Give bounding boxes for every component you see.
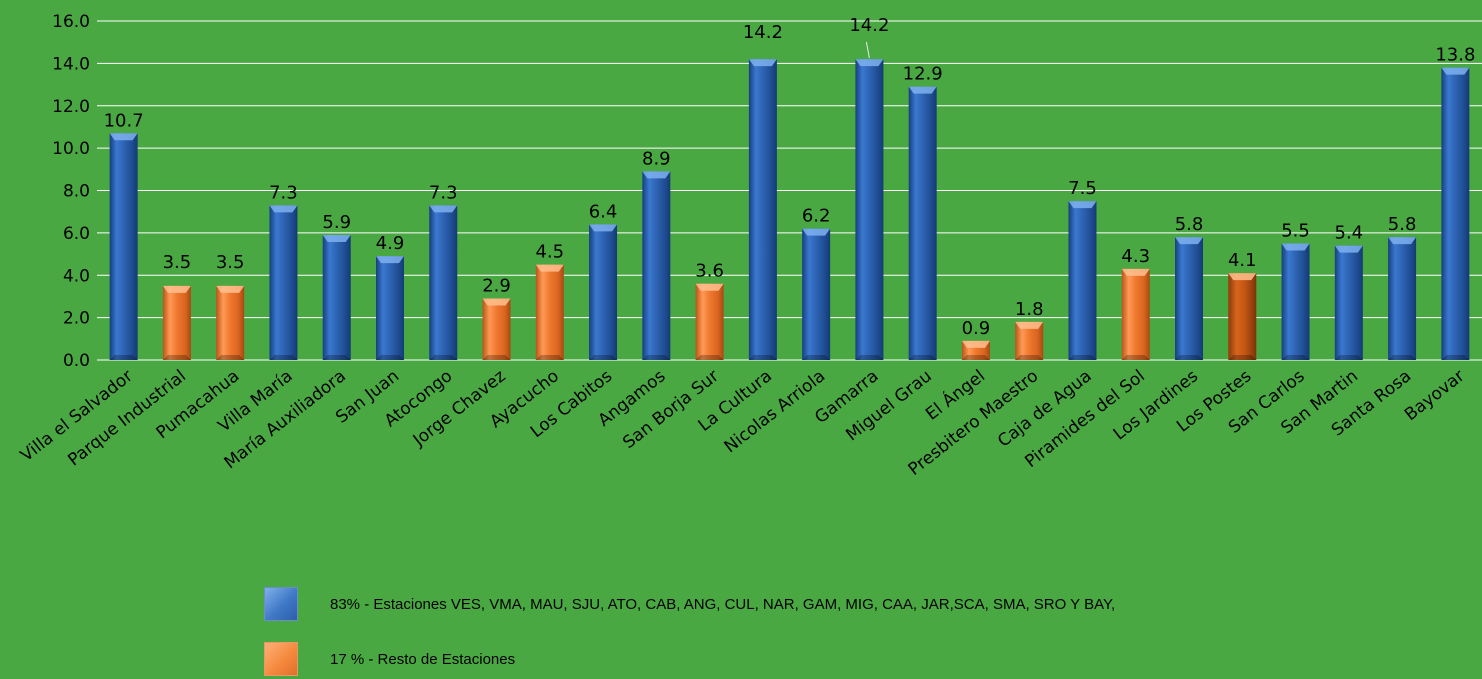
data-label: 14.2 — [849, 15, 889, 36]
data-label: 5.9 — [322, 212, 351, 233]
bar — [162, 285, 191, 360]
data-label: 4.1 — [1228, 250, 1257, 271]
y-tick-label: 16.0 — [52, 12, 90, 32]
bar — [1281, 243, 1310, 360]
bar — [482, 298, 511, 360]
gridlines — [97, 20, 1482, 361]
data-label: 5.5 — [1281, 220, 1310, 241]
bar — [1441, 67, 1470, 361]
data-label: 1.8 — [1015, 299, 1044, 320]
data-label: 3.5 — [216, 252, 245, 273]
data-label: 7.5 — [1068, 178, 1097, 199]
bar — [1121, 268, 1150, 360]
bar — [855, 59, 884, 360]
data-label: 10.7 — [104, 110, 144, 131]
y-tick-label: 0.0 — [63, 351, 90, 371]
data-label: 7.3 — [269, 182, 298, 203]
bar — [109, 133, 138, 360]
bar — [1334, 245, 1363, 360]
bar — [589, 224, 618, 360]
bar — [642, 171, 671, 360]
data-label: 13.8 — [1435, 45, 1475, 66]
bar — [1228, 273, 1257, 360]
bar — [908, 86, 937, 361]
y-tick-label: 10.0 — [52, 139, 90, 159]
bar — [748, 59, 777, 360]
y-tick-label: 14.0 — [52, 54, 90, 74]
legend-item-orange: 17 % - Resto de Estaciones — [264, 642, 515, 676]
leader-line — [865, 41, 870, 59]
data-label: 4.5 — [535, 242, 564, 263]
data-label: 6.2 — [802, 206, 831, 227]
bar — [1388, 237, 1417, 360]
bar — [535, 264, 564, 360]
bar — [429, 205, 458, 360]
data-label: 5.8 — [1388, 214, 1417, 235]
y-tick-label: 12.0 — [52, 97, 90, 117]
legend-label-blue: 83% - Estaciones VES, VMA, MAU, SJU, ATO… — [330, 595, 1116, 613]
legend-swatch-blue — [264, 587, 298, 621]
bar — [375, 256, 404, 360]
data-label: 4.9 — [376, 233, 405, 254]
bar — [216, 285, 245, 360]
y-tick-label: 6.0 — [63, 224, 90, 244]
data-label: 12.9 — [903, 64, 943, 85]
data-label: 5.8 — [1175, 214, 1204, 235]
x-tick-label: Bayovar — [1401, 366, 1468, 425]
data-label: 4.3 — [1121, 246, 1150, 267]
y-axis: 0.0 2.0 4.0 6.0 8.0 10.0 12.0 14.0 16.0 — [52, 12, 90, 371]
data-label: 2.9 — [482, 276, 511, 297]
data-label: 8.9 — [642, 148, 671, 169]
legend-label-orange: 17 % - Resto de Estaciones — [330, 650, 516, 668]
bar — [961, 340, 990, 360]
legend-item-blue: 83% - Estaciones VES, VMA, MAU, SJU, ATO… — [264, 587, 1115, 621]
bar — [802, 228, 831, 360]
x-tick-label: Jorge Chavez — [409, 366, 510, 451]
y-tick-label: 2.0 — [63, 309, 90, 329]
data-labels: 10.7 3.5 3.5 7.3 5.9 4.9 7.3 2.9 4.5 6.4 8.9 3.6 14.… — [104, 15, 1476, 339]
data-label: 0.9 — [962, 318, 991, 339]
bars — [109, 59, 1470, 361]
data-label: 7.3 — [429, 182, 458, 203]
bar — [1015, 321, 1044, 360]
bar — [1068, 201, 1097, 360]
bar — [322, 234, 351, 360]
data-label: 5.4 — [1335, 223, 1364, 244]
bar — [269, 205, 298, 360]
y-tick-label: 8.0 — [63, 182, 90, 202]
y-tick-label: 4.0 — [63, 266, 90, 286]
bar — [1175, 237, 1204, 360]
data-label: 6.4 — [589, 201, 618, 222]
data-label: 3.5 — [163, 252, 192, 273]
data-label: 14.2 — [743, 22, 783, 43]
data-label: 3.6 — [695, 261, 724, 282]
bar — [695, 283, 724, 360]
legend-swatch-orange — [264, 642, 298, 676]
